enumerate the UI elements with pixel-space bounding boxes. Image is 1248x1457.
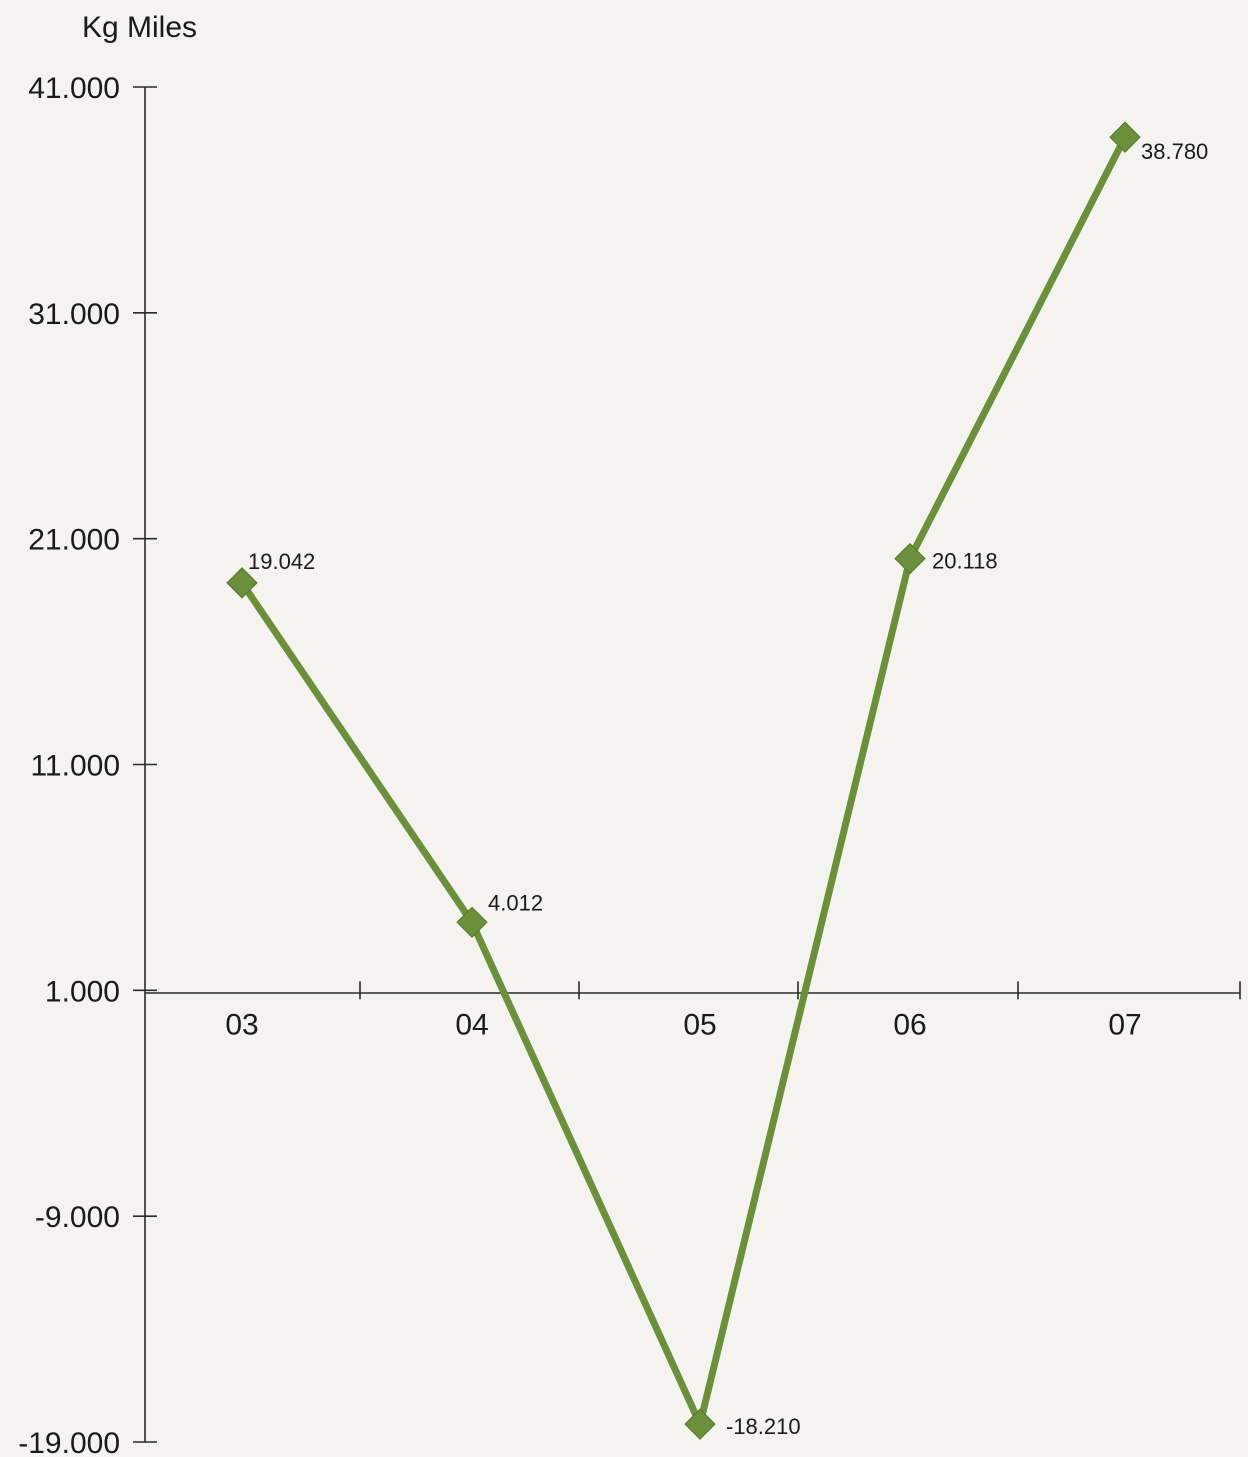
data-labels: 19.042 4.012 -18.210 20.118 38.780	[248, 139, 1208, 1439]
data-label: 38.780	[1141, 139, 1208, 164]
data-label: 4.012	[488, 890, 543, 915]
x-tick-label: 04	[455, 1008, 488, 1041]
data-point-marker	[456, 906, 488, 939]
data-point-marker	[1109, 121, 1141, 153]
x-tick-label: 05	[683, 1008, 716, 1041]
x-tick-label: 06	[893, 1008, 926, 1041]
data-point-marker	[226, 567, 258, 599]
y-tick-label: 1.000	[45, 975, 120, 1008]
data-label: 19.042	[248, 549, 315, 574]
data-point-marker	[684, 1408, 716, 1440]
x-tick-label: 03	[225, 1008, 258, 1041]
data-label: 20.118	[932, 549, 998, 574]
x-tick-label: 07	[1108, 1008, 1141, 1041]
y-axis-unit-label: Kg Miles	[82, 11, 197, 44]
series-line	[238, 133, 1129, 1428]
y-tick-label: 41.000	[28, 72, 120, 105]
series-layer	[226, 121, 1141, 1440]
y-tick-label: 21.000	[28, 524, 120, 557]
y-ticks: 41.000 31.000 21.000 11.000 1.000 -9.000 -19.0…	[18, 72, 157, 1457]
data-label: -18.210	[726, 1414, 801, 1439]
y-tick-label: -19.000	[18, 1427, 120, 1457]
data-point-marker	[894, 542, 926, 575]
y-tick-label: 31.000	[28, 298, 120, 331]
y-tick-label: 11.000	[30, 750, 120, 783]
x-ticks: 03 04 05 06 07	[225, 981, 1241, 1041]
y-tick-label: -9.000	[35, 1201, 120, 1234]
